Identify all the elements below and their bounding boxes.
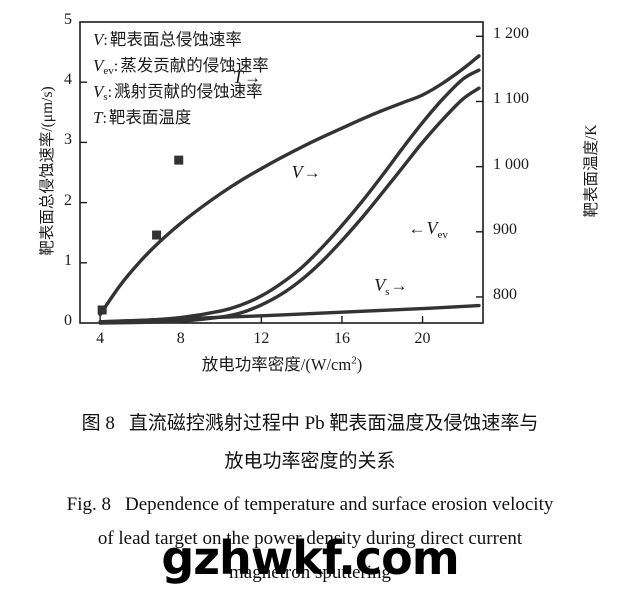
- Vev-curve-annotation: ←Vev: [408, 217, 448, 241]
- legend-colon: :: [113, 58, 119, 75]
- y-axis-right-tick-label: 1 200: [493, 25, 529, 43]
- legend-colon: :: [107, 84, 113, 101]
- legend-label: 溅射贡献的侵蚀速率: [114, 82, 263, 101]
- annotation-arrow-right-icon: →: [244, 68, 262, 88]
- x-axis-tick-label: 8: [176, 330, 185, 347]
- x-axis-tick-label: 16: [333, 330, 350, 347]
- series-line-Vs: [98, 303, 481, 324]
- legend-symbol: V: [93, 30, 104, 49]
- annotation-symbol: V: [291, 162, 303, 183]
- legend-symbol: V: [93, 82, 104, 101]
- annotation-arrow-right-icon: →: [390, 275, 408, 295]
- caption-chinese-line1: 图 8 直流磁控溅射过程中 Pb 靶表面温度及侵蚀速率与: [0, 408, 620, 435]
- caption-chinese-line2: 放电功率密度的关系: [224, 451, 396, 472]
- legend-item: V: 靶表面总侵蚀速率: [93, 26, 269, 52]
- caption-english-text1: Dependence of temperature and surface er…: [125, 494, 554, 515]
- data-point-marker: [152, 230, 162, 240]
- x-axis-tick-label: 12: [253, 330, 270, 347]
- legend-colon: :: [103, 32, 108, 49]
- annotation-symbol: V: [374, 274, 386, 295]
- annotation-arrow-right-icon: →: [303, 163, 321, 183]
- x-axis-title-tail: ): [356, 355, 363, 374]
- legend-symbol-subscript: ev: [103, 65, 114, 77]
- series-line-T: [98, 54, 481, 317]
- x-axis-title-base: 放电功率密度/(W/cm: [201, 355, 352, 374]
- chart-svg: [79, 21, 484, 325]
- x-axis-tick-label: 4: [96, 330, 105, 347]
- y-axis-right-title: 靶表面温度/K: [583, 124, 600, 218]
- y-axis-left-tick-label: 0: [64, 312, 72, 329]
- y-axis-left-tick-label: 5: [64, 11, 72, 28]
- T-curve-annotation: T→: [233, 67, 261, 88]
- y-axis-left-title: 靶表面总侵蚀速率/(μm/s): [39, 86, 56, 256]
- caption-english-line3: magnetron sputtering: [229, 562, 391, 583]
- x-axis-title: 放电功率密度/(W/cm2): [80, 351, 484, 375]
- legend-label: 靶表面总侵蚀速率: [109, 30, 242, 49]
- legend-item: T: 靶表面温度: [93, 104, 269, 130]
- plot-frame: [79, 21, 484, 324]
- legend-symbol: T: [93, 108, 103, 127]
- legend-label: 靶表面温度: [108, 108, 192, 127]
- data-point-marker: [174, 155, 184, 165]
- caption-chinese-text1: 直流磁控溅射过程中 Pb 靶表面温度及侵蚀速率与: [128, 413, 539, 434]
- y-axis-left-tick-label: 4: [64, 71, 72, 89]
- caption-english-line2: of lead target on the power density duri…: [97, 528, 523, 549]
- legend-colon: :: [102, 110, 107, 127]
- y-axis-left-tick-label: 1: [64, 251, 72, 269]
- y-axis-right-tick-label: 900: [493, 220, 517, 238]
- annotation-arrow-left-icon: ←: [408, 218, 426, 238]
- annotation-symbol-subscript: ev: [437, 228, 448, 241]
- annotation-symbol-subscript: s: [385, 285, 390, 298]
- caption-chinese-figure-number: 图 8: [81, 413, 115, 434]
- y-axis-right-tick-label: 1 000: [493, 155, 529, 173]
- legend-symbol: V: [93, 56, 104, 75]
- y-axis-right-tick-label: 800: [493, 285, 517, 303]
- x-axis-tick-label: 20: [414, 330, 431, 347]
- annotation-symbol: T: [233, 67, 244, 88]
- series-line-V: [98, 68, 481, 324]
- x-axis-title-superscript: 2: [351, 354, 357, 367]
- y-axis-right-tick-label: 1 100: [493, 90, 529, 108]
- y-axis-left-tick-label: 2: [64, 191, 72, 209]
- annotation-symbol: V: [426, 217, 438, 238]
- legend-symbol-subscript: s: [103, 91, 108, 103]
- caption-english-line1: Fig. 8 Dependence of temperature and surf…: [0, 494, 620, 516]
- legend-label: 蒸发贡献的侵蚀速率: [120, 56, 269, 75]
- y-axis-left-tick-label: 3: [64, 131, 72, 149]
- chart-plot-area: 靶表面总侵蚀速率/(μm/s) 靶表面温度/K 放电功率密度/(W/cm2) 0…: [39, 11, 600, 375]
- caption-english-figure-number: Fig. 8: [66, 494, 111, 515]
- Vs-curve-annotation: Vs→: [374, 274, 408, 298]
- data-point-marker: [97, 305, 107, 315]
- V-curve-annotation: V→: [292, 162, 321, 183]
